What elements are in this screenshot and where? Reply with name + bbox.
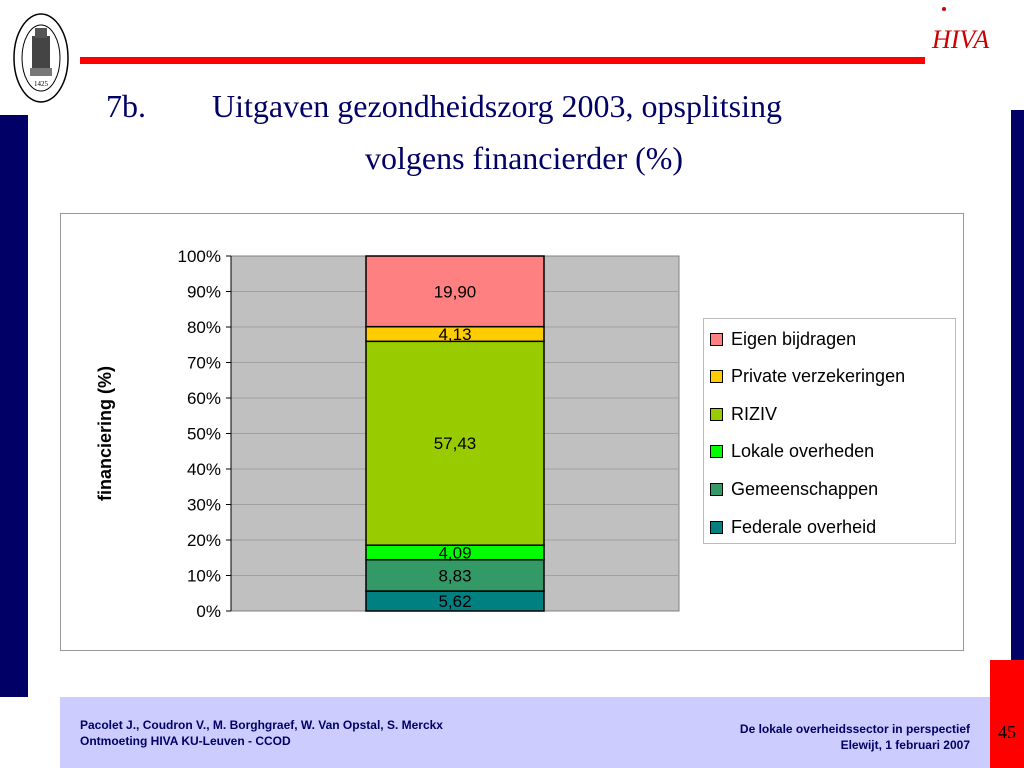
bar-segment [365, 340, 545, 546]
slide-title-line2: volgens financierder (%) [365, 140, 684, 176]
legend-label: Gemeenschappen [731, 478, 879, 499]
footer-left: Pacolet J., Coudron V., M. Borghgraef, W… [80, 717, 443, 749]
legend-swatch [710, 445, 723, 459]
legend-swatch [710, 482, 723, 496]
data-label: 5,62 [438, 592, 471, 611]
y-tick-label: 20% [187, 531, 221, 550]
data-label: 4,13 [438, 325, 471, 344]
legend-label: RIZIV [731, 403, 778, 424]
legend-label: Eigen bijdragen [731, 328, 857, 349]
y-axis-title: financiering (%) [95, 366, 115, 501]
legend-swatch [710, 407, 723, 421]
footer-event: Ontmoeting HIVA KU-Leuven - CCOD [80, 734, 291, 748]
footer-place-date: Elewijt, 1 februari 2007 [840, 738, 970, 752]
y-tick-label: 90% [187, 283, 221, 302]
data-label: 19,90 [434, 282, 477, 301]
data-label: 57,43 [434, 434, 477, 453]
svg-text:1425: 1425 [34, 80, 49, 88]
data-label: 8,83 [438, 566, 471, 585]
hiva-logo: HIVA [931, 7, 989, 54]
footer-topic: De lokale overheidssector in perspectief [739, 722, 970, 736]
legend-item: Federale overheid [710, 517, 876, 537]
legend-label: Lokale overheden [731, 441, 875, 462]
header-rule [80, 57, 925, 64]
slide-title-line1: Uitgaven gezondheidszorg 2003, opsplitsi… [212, 88, 782, 124]
left-accent-bar [0, 115, 28, 697]
legend-swatch [710, 520, 723, 534]
y-tick-label: 70% [187, 354, 221, 373]
legend-item: Lokale overheden [710, 441, 875, 462]
y-tick-label: 60% [187, 389, 221, 408]
footer-bar: Pacolet J., Coudron V., M. Borghgraef, W… [60, 697, 990, 768]
legend-swatch [710, 370, 723, 384]
legend-item: Eigen bijdragen [710, 329, 856, 349]
university-seal-logo: 1425 [13, 13, 69, 103]
legend-label: Private verzekeringen [731, 366, 906, 387]
legend-swatch [710, 332, 723, 346]
y-tick-label: 0% [196, 602, 221, 621]
legend-item: Gemeenschappen [710, 479, 878, 499]
y-tick-label: 10% [187, 567, 221, 586]
bar-segment [365, 255, 545, 328]
bar-segment [365, 558, 545, 592]
svg-text:HIVA: HIVA [931, 25, 989, 54]
y-tick-label: 50% [187, 425, 221, 444]
legend-item: Private verzekeringen [710, 366, 906, 387]
y-tick-label: 40% [187, 460, 221, 479]
right-red-block [990, 660, 1024, 768]
y-tick-label: 100% [178, 247, 221, 266]
page-number: 45 [998, 722, 1016, 742]
chart-legend: Eigen bijdragen Private verzekeringen RIZI… [703, 318, 956, 544]
legend-item: RIZIV [710, 404, 777, 424]
legend-label: Federale overheid [731, 516, 877, 537]
footer-authors: Pacolet J., Coudron V., M. Borghgraef, W… [80, 718, 443, 732]
slide-number-label: 7b. [106, 88, 146, 124]
footer-right: De lokale overheidssector in perspectief… [740, 721, 970, 753]
stacked-bar-chart: 0% 10% 20% 30% 40% 50% 60% 70% 80% 90% 100% financi… [95, 247, 680, 621]
right-accent-bar [1011, 110, 1024, 660]
y-tick-label: 30% [187, 496, 221, 515]
y-tick-label: 80% [187, 318, 221, 337]
data-label: 4,09 [438, 543, 471, 562]
